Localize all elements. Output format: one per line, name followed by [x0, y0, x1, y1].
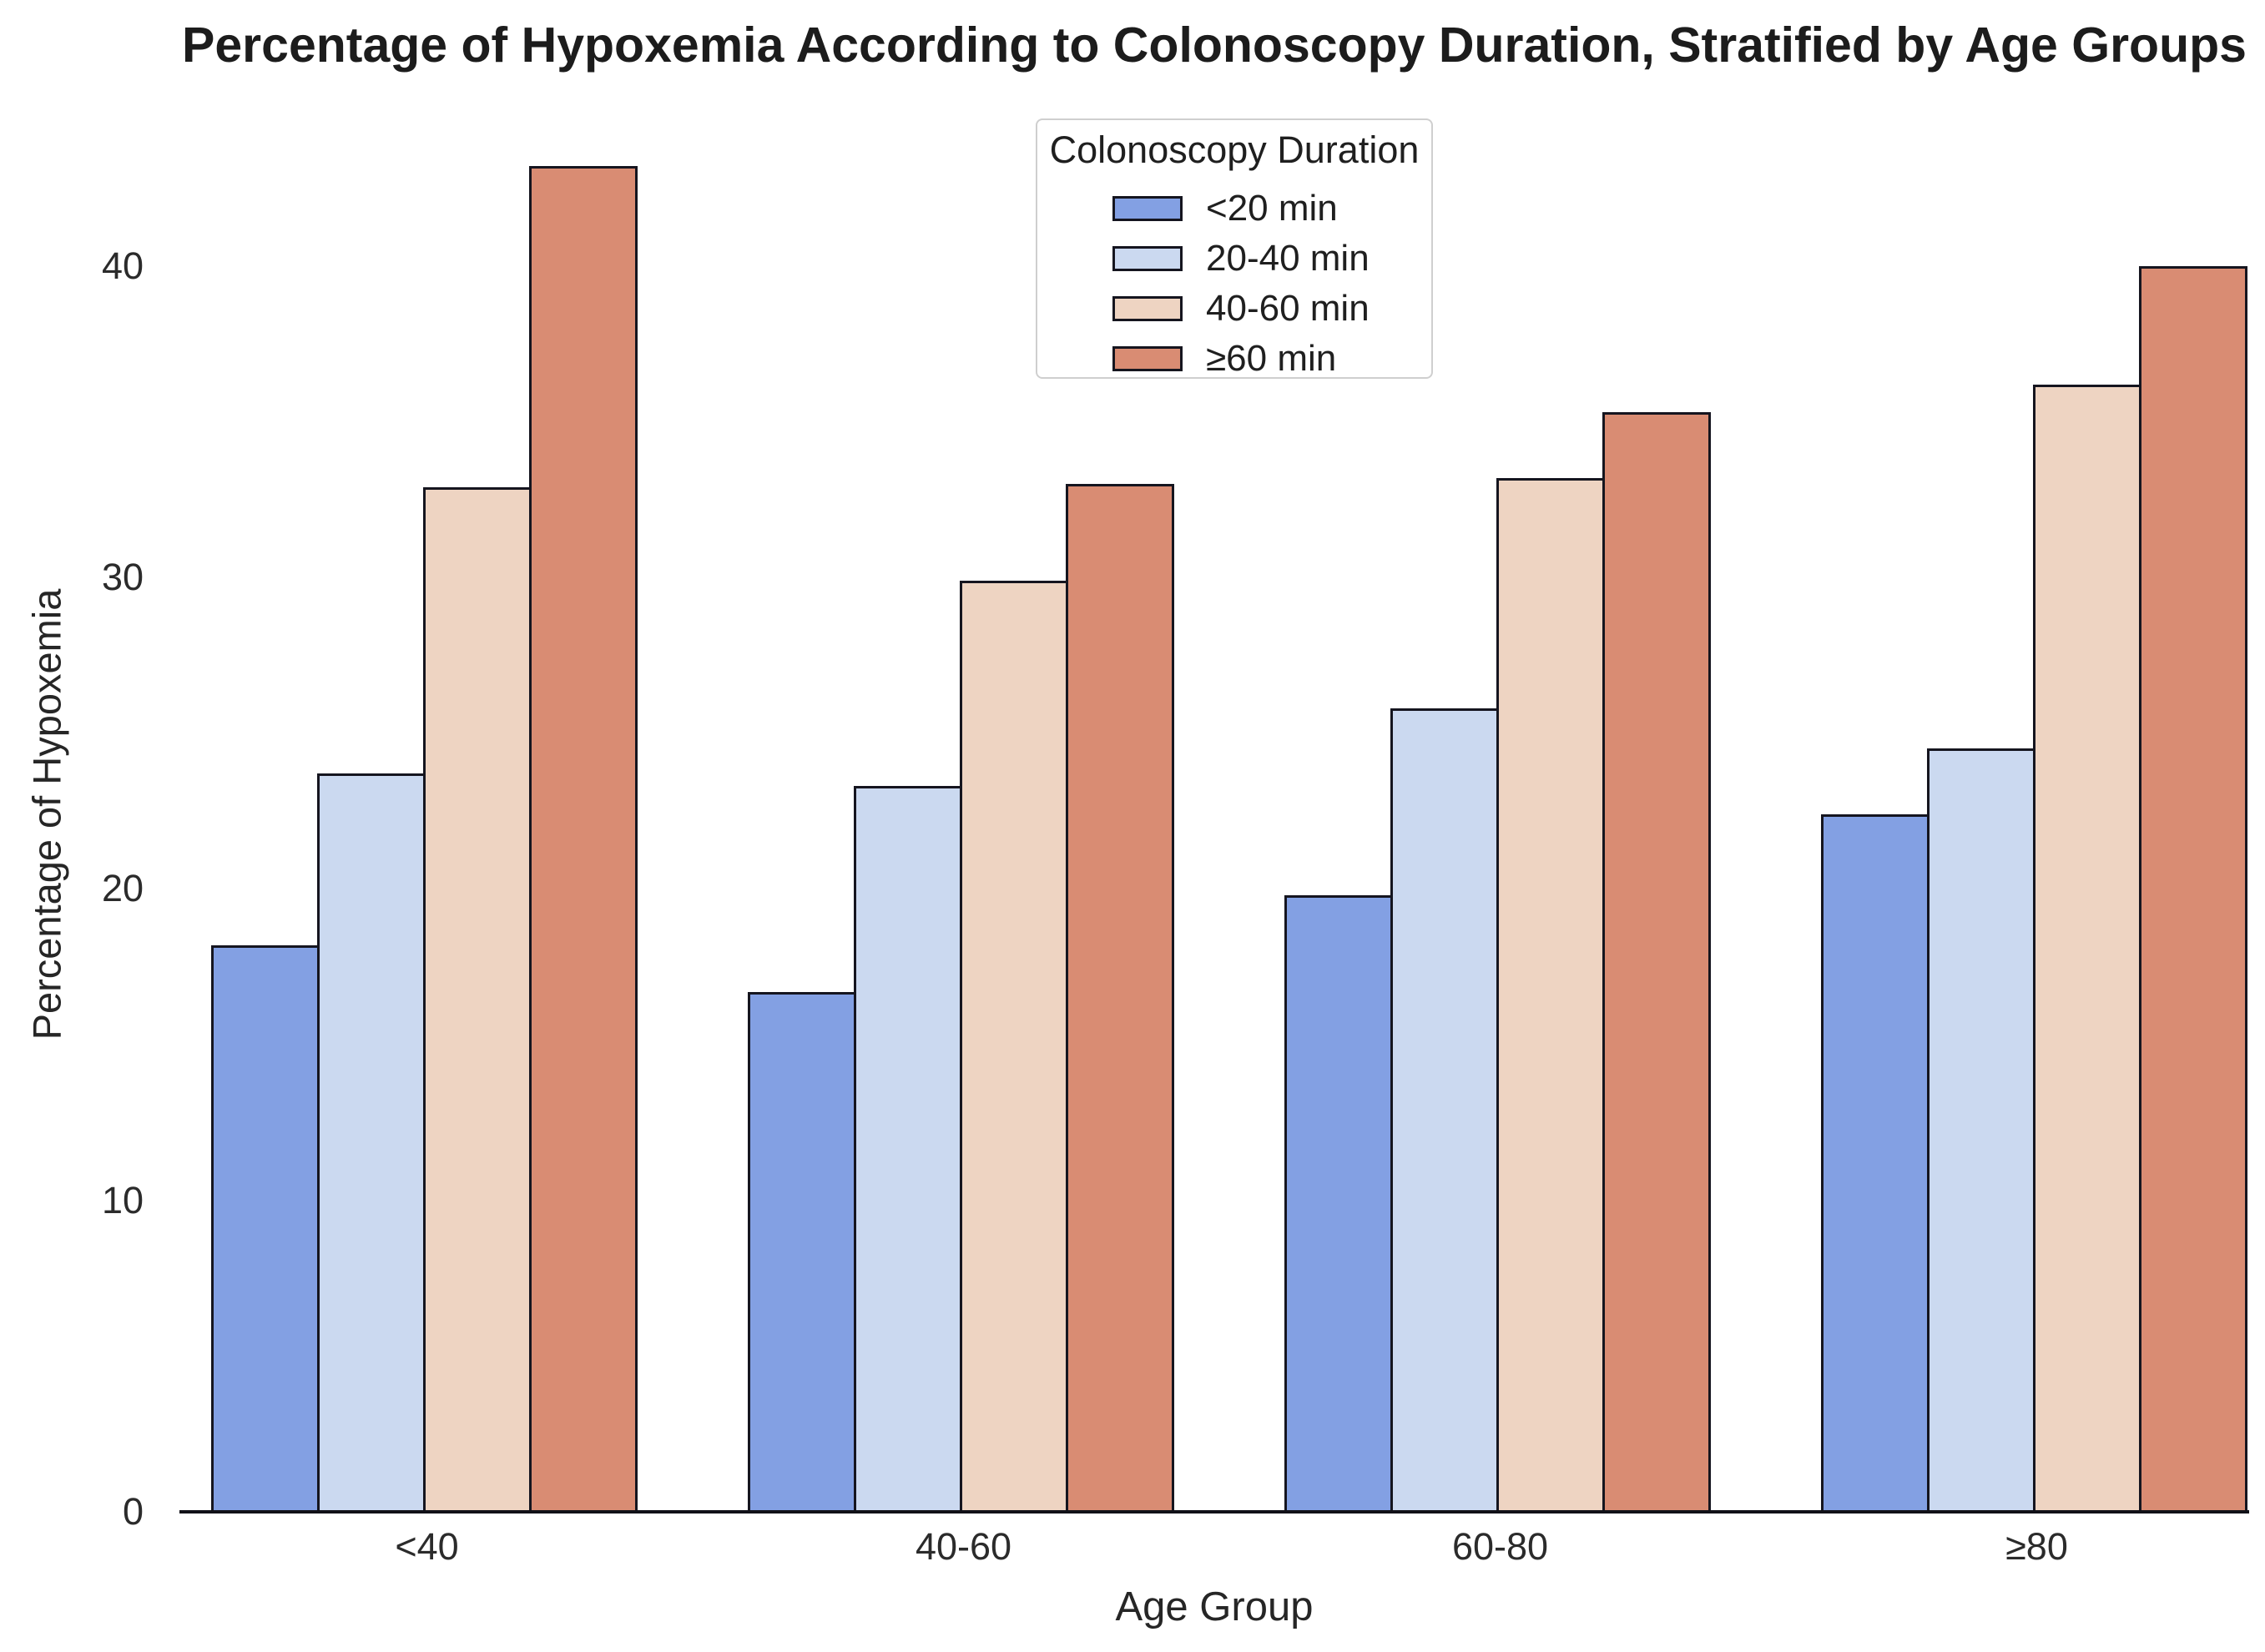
chart-title: Percentage of Hypoxemia According to Col… — [182, 18, 2247, 73]
x-tick-label-≥80: ≥80 — [2005, 1525, 2068, 1568]
bar-≥80-20-40 min — [1927, 748, 2035, 1512]
bar-≥80-<20 min — [1821, 814, 1930, 1512]
legend-label: 40-60 min — [1206, 288, 1370, 329]
legend-swatch-icon — [1112, 196, 1183, 221]
x-tick-label-<40: <40 — [395, 1525, 459, 1568]
bar-≥80-40-60 min — [2033, 385, 2141, 1512]
legend-title: Colonoscopy Duration — [1049, 128, 1420, 171]
x-axis-title: Age Group — [1115, 1584, 1314, 1629]
bar-40-60-≥60 min — [1066, 484, 1174, 1512]
legend-swatch-icon — [1112, 296, 1183, 321]
legend: Colonoscopy Duration <20 min 20-40 min 40-… — [1036, 118, 1433, 379]
bar-<40-40-60 min — [423, 487, 532, 1512]
bar-60-80-<20 min — [1284, 895, 1393, 1512]
bar-≥80-≥60 min — [2139, 266, 2247, 1512]
x-tick-label-40-60: 40-60 — [915, 1525, 1012, 1568]
legend-label: <20 min — [1206, 188, 1338, 229]
bar-60-80-40-60 min — [1496, 478, 1605, 1512]
legend-label: ≥60 min — [1206, 338, 1337, 379]
y-tick-label-0: 0 — [122, 1490, 144, 1533]
bar-<40-20-40 min — [317, 773, 426, 1512]
y-tick-label-20: 20 — [101, 867, 144, 910]
y-tick-label-40: 40 — [101, 244, 144, 287]
legend-item-≥60 min: ≥60 min — [1037, 334, 1431, 384]
y-tick-label-10: 10 — [101, 1178, 144, 1221]
bar-<40-<20 min — [211, 945, 320, 1512]
bar-60-80-20-40 min — [1390, 708, 1499, 1512]
bar-40-60-<20 min — [748, 992, 856, 1512]
x-tick-label-60-80: 60-80 — [1451, 1525, 1549, 1568]
legend-item-<20 min: <20 min — [1037, 184, 1431, 234]
legend-swatch-icon — [1112, 246, 1183, 271]
bar-40-60-40-60 min — [960, 581, 1068, 1512]
y-tick-label-30: 30 — [101, 556, 144, 599]
bar-40-60-20-40 min — [854, 786, 962, 1512]
legend-swatch-icon — [1112, 346, 1183, 371]
x-axis-line — [179, 1510, 2249, 1513]
bar-60-80-≥60 min — [1602, 412, 1711, 1512]
legend-item-20-40 min: 20-40 min — [1037, 234, 1431, 284]
legend-item-40-60 min: 40-60 min — [1037, 284, 1431, 334]
legend-label: 20-40 min — [1206, 238, 1370, 279]
bar-<40-≥60 min — [529, 166, 638, 1512]
